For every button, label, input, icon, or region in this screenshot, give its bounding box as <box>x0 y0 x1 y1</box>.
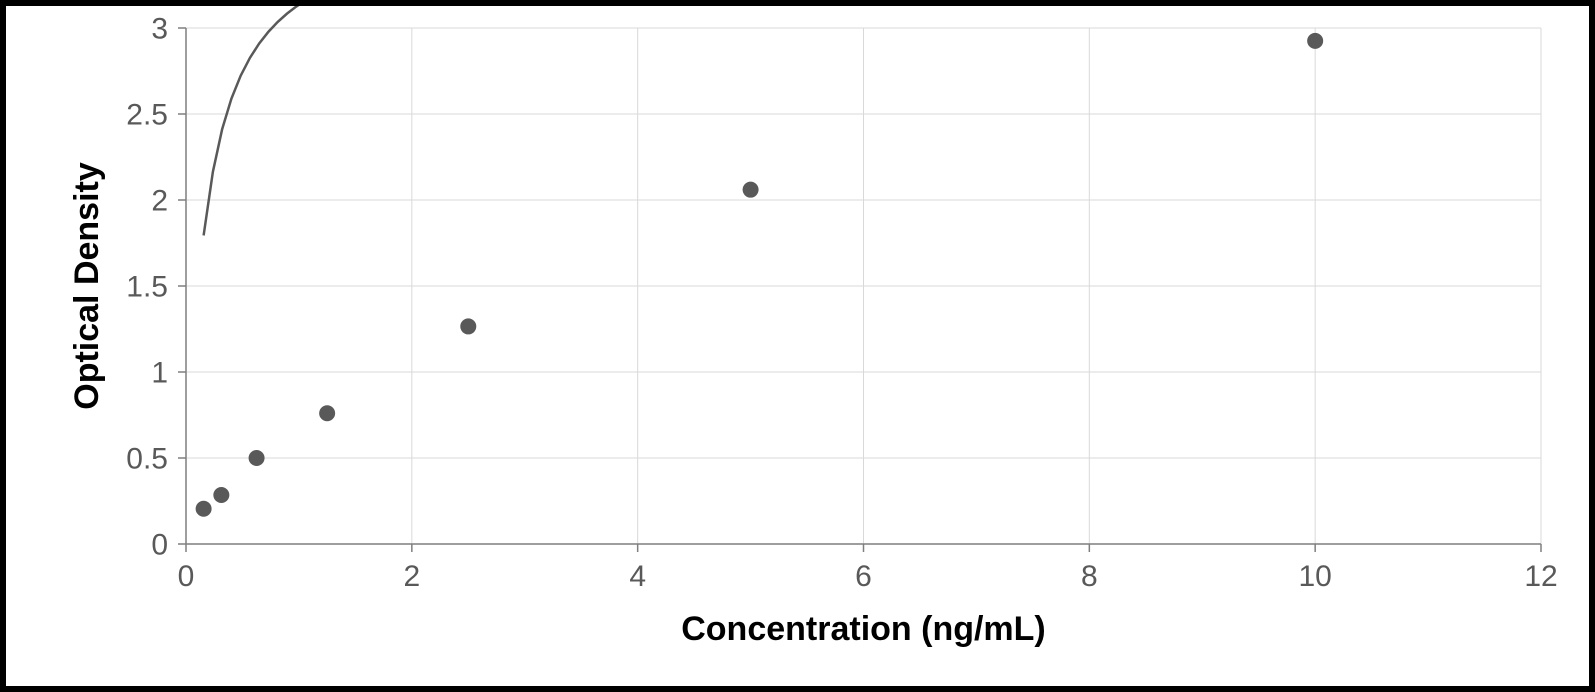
y-axis-label: Optical Density <box>68 162 106 410</box>
x-tick-label: 8 <box>1081 560 1098 593</box>
chart-container: 0 2 4 6 8 10 12 0 0.5 1 1.5 2 2.5 3 Concentration (ng/… <box>6 6 1589 686</box>
fit-curve <box>204 6 1316 235</box>
data-point <box>319 405 335 421</box>
y-tick-label: 1.5 <box>126 271 168 304</box>
data-point <box>196 501 212 517</box>
y-tick-label: 0.5 <box>126 443 168 476</box>
y-tick-label: 0 <box>151 529 168 562</box>
y-tick-label: 2.5 <box>126 99 168 132</box>
y-tick-label: 2 <box>151 185 168 218</box>
data-point <box>743 182 759 198</box>
y-tick-label: 1 <box>151 357 168 390</box>
chart-frame: 0 2 4 6 8 10 12 0 0.5 1 1.5 2 2.5 3 Concentration (ng/… <box>0 0 1595 692</box>
chart-svg: 0 2 4 6 8 10 12 0 0.5 1 1.5 2 2.5 3 Concentration (ng/… <box>6 6 1589 686</box>
data-point <box>213 487 229 503</box>
data-point <box>460 318 476 334</box>
x-tick-label: 4 <box>629 560 646 593</box>
x-tick-label: 12 <box>1524 560 1557 593</box>
x-tick-label: 0 <box>178 560 195 593</box>
x-tick-label: 6 <box>855 560 872 593</box>
x-axis-label: Concentration (ng/mL) <box>681 610 1046 648</box>
x-tick-label: 10 <box>1298 560 1331 593</box>
data-point <box>249 450 265 466</box>
x-tick-label: 2 <box>403 560 420 593</box>
y-tick-label: 3 <box>151 13 168 46</box>
data-point <box>1307 33 1323 49</box>
